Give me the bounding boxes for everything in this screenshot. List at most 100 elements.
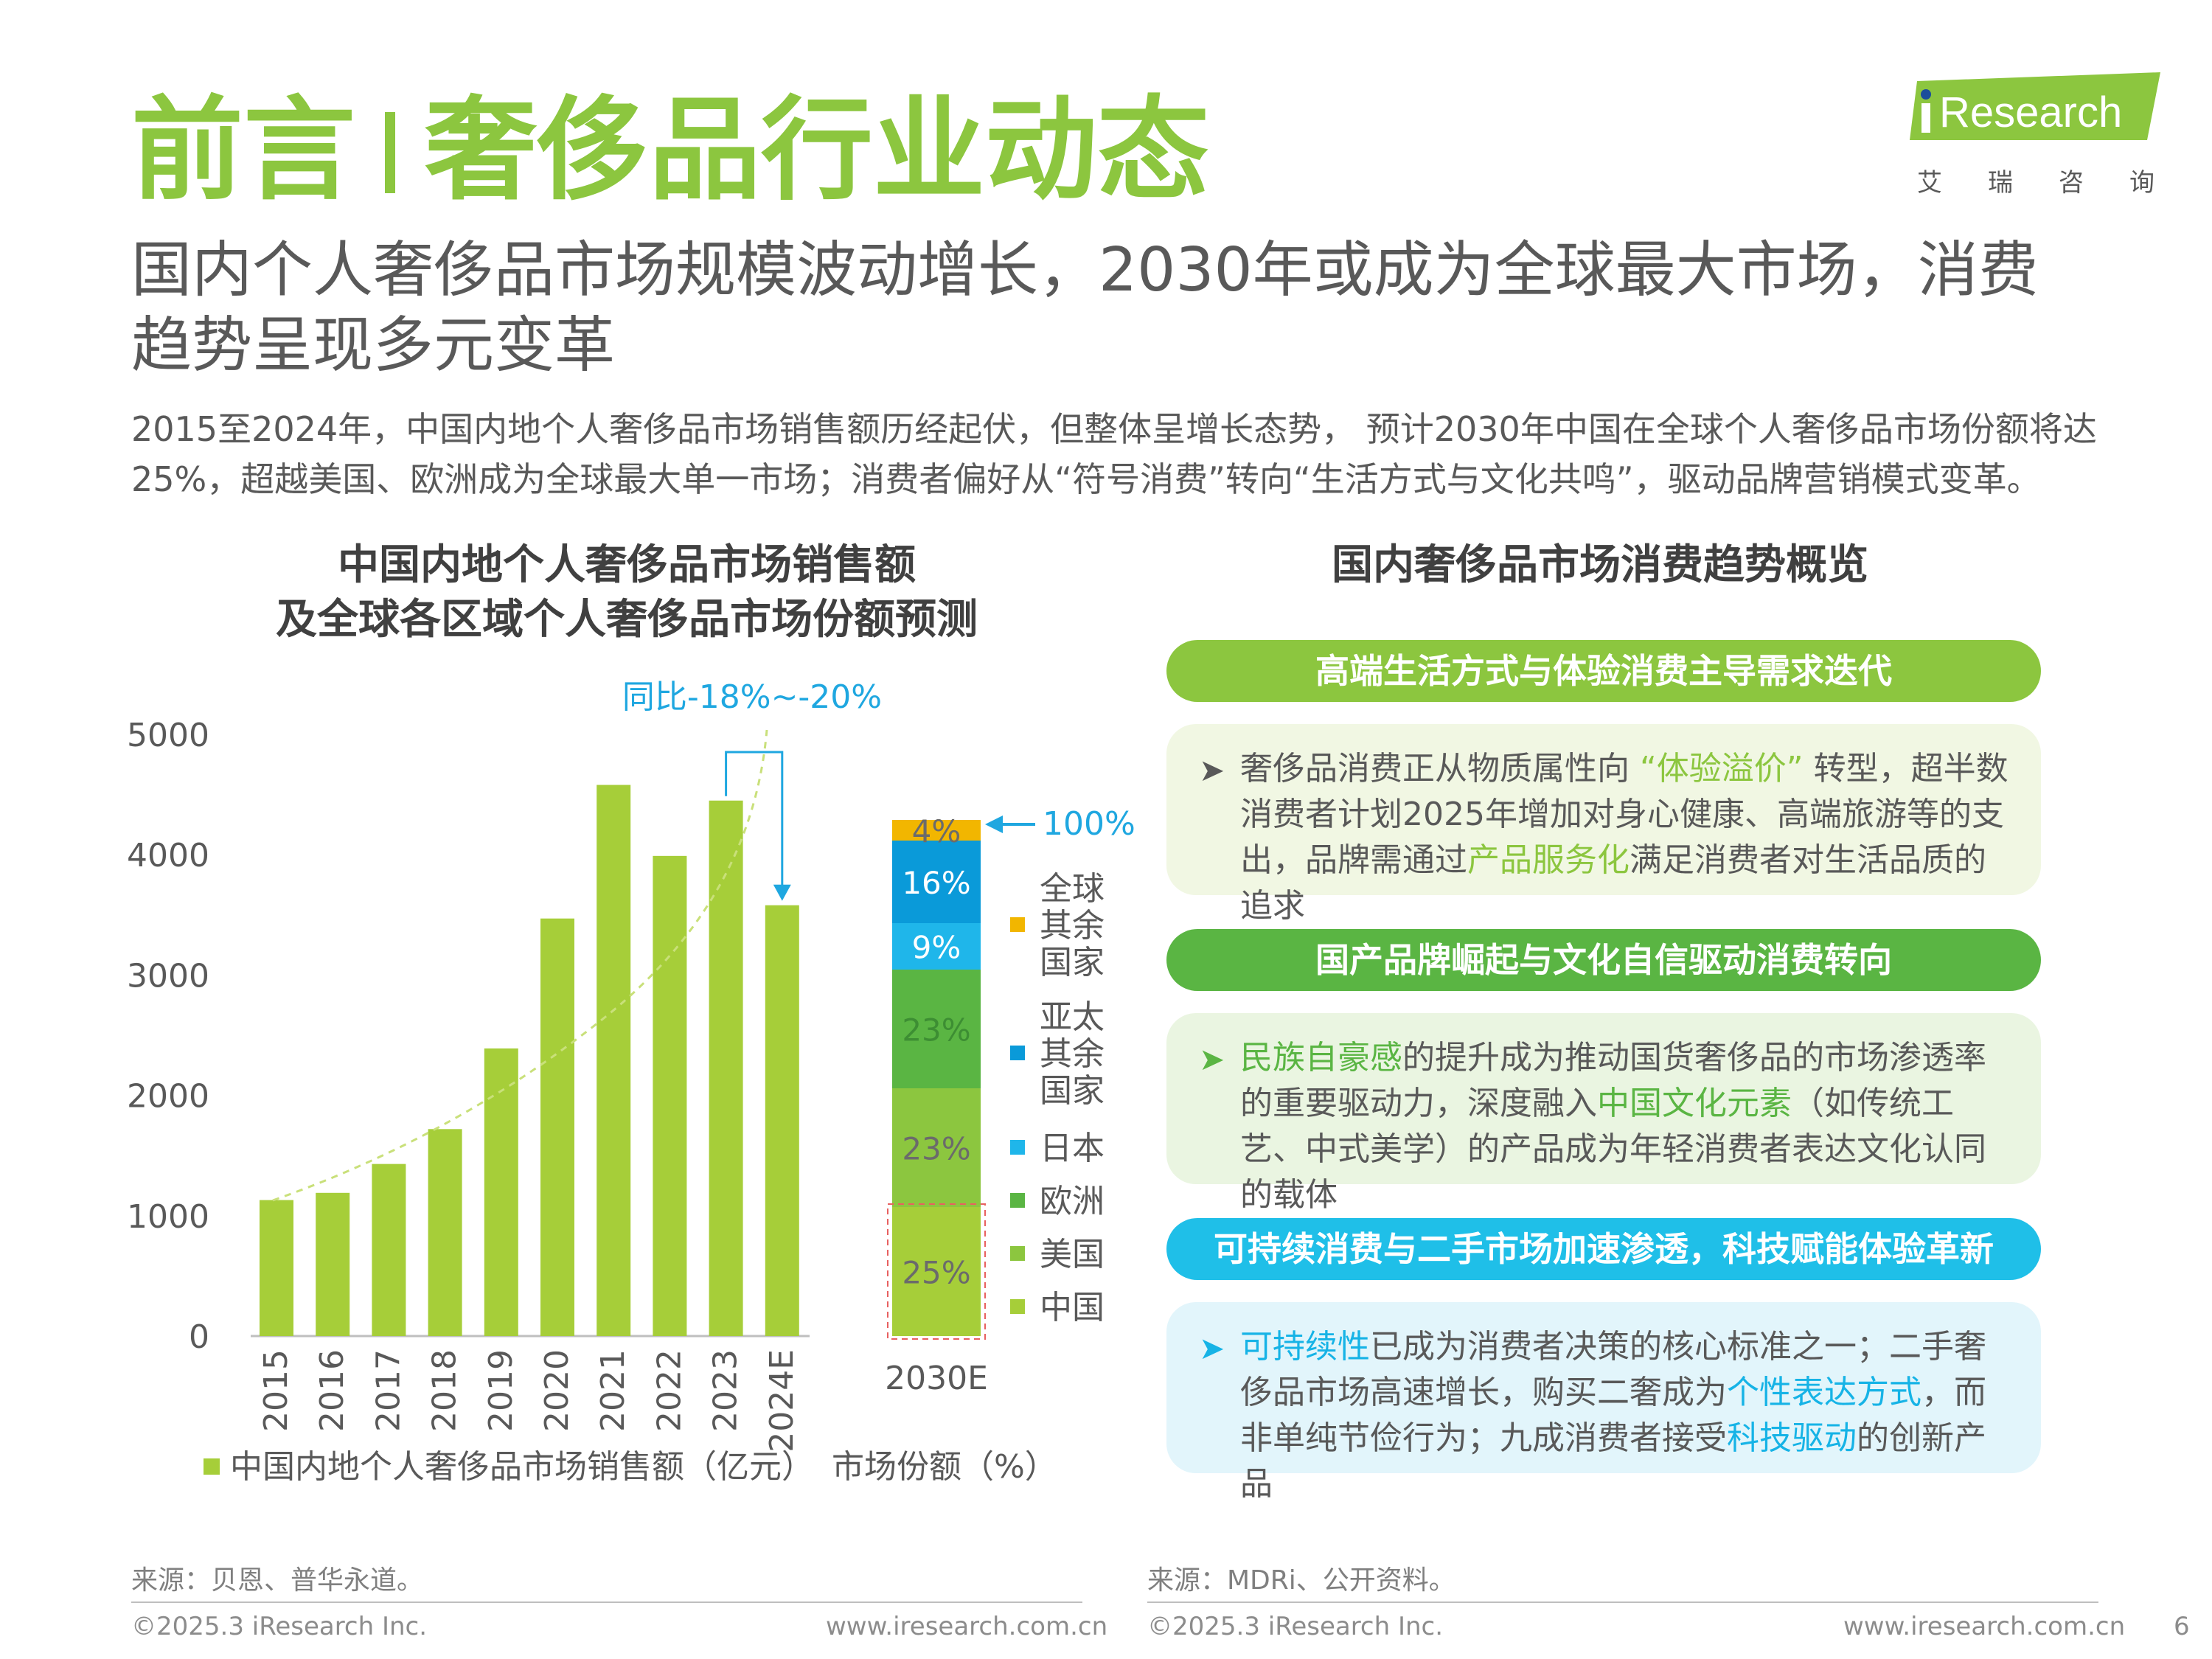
stack-data-label: 9% xyxy=(912,930,961,966)
arrow-icon: ➤ xyxy=(1199,1041,1225,1077)
page-title-left: 前言 xyxy=(131,85,355,215)
bar-2024E xyxy=(765,905,799,1336)
y-tick-label: 4000 xyxy=(127,837,209,874)
highlight-text: 可持续性 xyxy=(1240,1328,1370,1366)
bar-2017 xyxy=(372,1164,406,1336)
body-text: 已成为消费者决策的核心标准之一；二手奢侈品市场高速增长，购买二奢成为 xyxy=(1240,1328,1986,1411)
iresearch-logo: Research 艾瑞咨询 xyxy=(1910,72,2160,198)
body-text: 满足消费者对生活品质的追求 xyxy=(1240,841,1986,925)
annotation-arrowhead-icon xyxy=(773,884,791,901)
annotation-bracket xyxy=(725,751,784,886)
body-text: 转型，超半数消费者计划2025年增加对身心健康、高端旅游等的支出，品牌需通过 xyxy=(1240,750,2008,879)
legend-label: 国家 xyxy=(1040,1072,1105,1110)
x-tick-label: 2020 xyxy=(538,1349,576,1432)
x-tick-label: 2019 xyxy=(482,1349,520,1432)
legend-swatch-全球其余国家 xyxy=(1010,917,1025,932)
highlight-text: 个性表达方式 xyxy=(1727,1374,1921,1411)
section-text-domestic-brands: 民族自豪感的提升成为推动国货奢侈品的市场渗透率的重要驱动力，深度融入中国文化元素… xyxy=(1240,1035,2011,1218)
section-box-sustainability: ➤ 可持续性已成为消费者决策的核心标准之一；二手奢侈品市场高速增长，购买二奢成为… xyxy=(1166,1302,2041,1503)
y-tick-label: 3000 xyxy=(127,957,209,995)
section-box-experience: ➤ 奢侈品消费正从物质属性向 “体验溢价” 转型，超半数消费者计划2025年增加… xyxy=(1166,724,2041,925)
x-tick-label: 2017 xyxy=(369,1349,407,1432)
legend-swatch-日本 xyxy=(1010,1140,1025,1155)
y-tick-label: 5000 xyxy=(127,717,209,754)
arrow-icon: ➤ xyxy=(1199,752,1225,788)
bar-2021 xyxy=(597,785,631,1336)
page-number: 6 xyxy=(2174,1612,2190,1641)
x-tick-label: 2023 xyxy=(707,1349,745,1432)
x-tick-label: 2018 xyxy=(426,1349,464,1432)
section-text-sustainability: 可持续性已成为消费者决策的核心标准之一；二手奢侈品市场高速增长，购买二奢成为个性… xyxy=(1240,1324,2011,1507)
x-tick-label: 2022 xyxy=(650,1349,688,1432)
x-tick-label: 2030E xyxy=(885,1360,988,1397)
highlight-text: 民族自豪感 xyxy=(1240,1039,1402,1077)
bar-2022 xyxy=(653,855,687,1336)
legend-swatch-欧洲 xyxy=(1010,1193,1025,1208)
stack-segment-全球其余国家 xyxy=(892,820,981,841)
x-tick-label: 2021 xyxy=(594,1349,632,1432)
legend-label: 其余 xyxy=(1040,1035,1105,1073)
legend-share-label: 市场份额（%） xyxy=(832,1448,1057,1486)
legend-swatch-中国 xyxy=(1010,1299,1025,1314)
annotation-label: 同比-18%~-20% xyxy=(622,678,882,716)
section-header-domestic-brands: 国产品牌崛起与文化自信驱动消费转向 xyxy=(1166,929,2041,991)
body-text: 奢侈品消费正从物质属性向 xyxy=(1240,750,1640,787)
stack-segment-欧洲 xyxy=(892,970,981,1088)
highlight-text: 产品服务化 xyxy=(1467,841,1630,879)
logo-text: Research xyxy=(1939,88,2122,136)
bar-2016 xyxy=(316,1192,350,1336)
stack-data-label: 23% xyxy=(902,1131,970,1167)
legend-label: 欧洲 xyxy=(1040,1183,1105,1220)
legend-swatch-sales xyxy=(204,1458,220,1475)
arrow-icon: ➤ xyxy=(1199,1330,1225,1366)
section-text-experience: 奢侈品消费正从物质属性向 “体验溢价” 转型，超半数消费者计划2025年增加对身… xyxy=(1240,746,2011,929)
china-highlight-box xyxy=(887,1203,986,1340)
highlight-text: “体验溢价” xyxy=(1640,750,1804,787)
legend-label: 亚太 xyxy=(1040,998,1105,1036)
subtitle: 国内个人奢侈品市场规模波动增长，2030年或成为全球最大市场，消费趋势呈现多元变… xyxy=(131,235,2039,380)
footer-copyright-right: ©2025.3 iResearch Inc. xyxy=(1147,1612,1444,1641)
body-text: （如传统工艺、中式美学）的产品成为年轻消费者表达文化认同的载体 xyxy=(1240,1085,1986,1214)
section-header-sustainability: 可持续消费与二手市场加速渗透，科技赋能体验革新 xyxy=(1166,1218,2041,1280)
footer-divider-left xyxy=(131,1601,1082,1603)
x-tick-label: 2016 xyxy=(313,1349,351,1432)
trend-line xyxy=(272,729,768,1202)
body-text: 的创新产品 xyxy=(1240,1419,1986,1503)
right-source: 来源：MDRi、公开资料。 xyxy=(1147,1565,1455,1596)
y-tick-label: 2000 xyxy=(127,1078,209,1116)
total-arrowhead-icon xyxy=(985,815,1003,833)
bar-2020 xyxy=(540,918,574,1336)
section-box-domestic-brands: ➤ 民族自豪感的提升成为推动国货奢侈品的市场渗透率的重要驱动力，深度融入中国文化… xyxy=(1166,1013,2041,1214)
y-tick-label: 0 xyxy=(189,1318,209,1356)
legend-label: 全球 xyxy=(1040,870,1105,908)
stack-segment-中国 xyxy=(892,1207,981,1336)
footer-url-left[interactable]: www.iresearch.com.cn xyxy=(826,1612,1108,1641)
legend-swatch-亚太其余国家 xyxy=(1010,1046,1025,1060)
left-chart-title-line1: 中国内地个人奢侈品市场销售额 xyxy=(338,541,916,589)
page-title-right: 奢侈品行业动态 xyxy=(425,85,1209,215)
stack-segment-美国 xyxy=(892,1088,981,1207)
legend-swatch-美国 xyxy=(1010,1246,1025,1261)
legend-label: 中国 xyxy=(1040,1289,1105,1326)
left-chart-title-line2: 及全球各区域个人奢侈品市场份额预测 xyxy=(276,596,978,644)
legend-label: 日本 xyxy=(1040,1130,1105,1167)
legend-label: 其余 xyxy=(1040,907,1105,945)
total-label: 100% xyxy=(1043,805,1135,843)
logo-badge-icon: Research xyxy=(1910,72,2160,140)
x-tick-label: 2015 xyxy=(257,1349,295,1432)
highlight-text: 科技驱动 xyxy=(1727,1419,1857,1457)
legend-sales-label: 中国内地个人奢侈品市场销售额（亿元） xyxy=(230,1448,814,1486)
left-source: 来源：贝恩、普华永道。 xyxy=(131,1565,424,1596)
bar-2018 xyxy=(428,1129,462,1336)
stack-data-label: 4% xyxy=(912,813,961,849)
y-tick-label: 1000 xyxy=(127,1198,209,1236)
title-separator xyxy=(385,112,395,193)
stack-data-label: 25% xyxy=(902,1255,970,1291)
body-text: 的提升成为推动国货奢侈品的市场渗透率的重要驱动力，深度融入 xyxy=(1240,1039,1986,1122)
body-text: ，而非单纯节俭行为；九成消费者接受 xyxy=(1240,1374,1986,1457)
stack-data-label: 23% xyxy=(902,1012,970,1048)
intro-paragraph: 2015至2024年，中国内地个人奢侈品市场销售额历经起伏，但整体呈增长态势， … xyxy=(131,409,2097,499)
footer-copyright-left: ©2025.3 iResearch Inc. xyxy=(131,1612,428,1641)
footer-url-right[interactable]: www.iresearch.com.cn xyxy=(1843,1612,2126,1641)
